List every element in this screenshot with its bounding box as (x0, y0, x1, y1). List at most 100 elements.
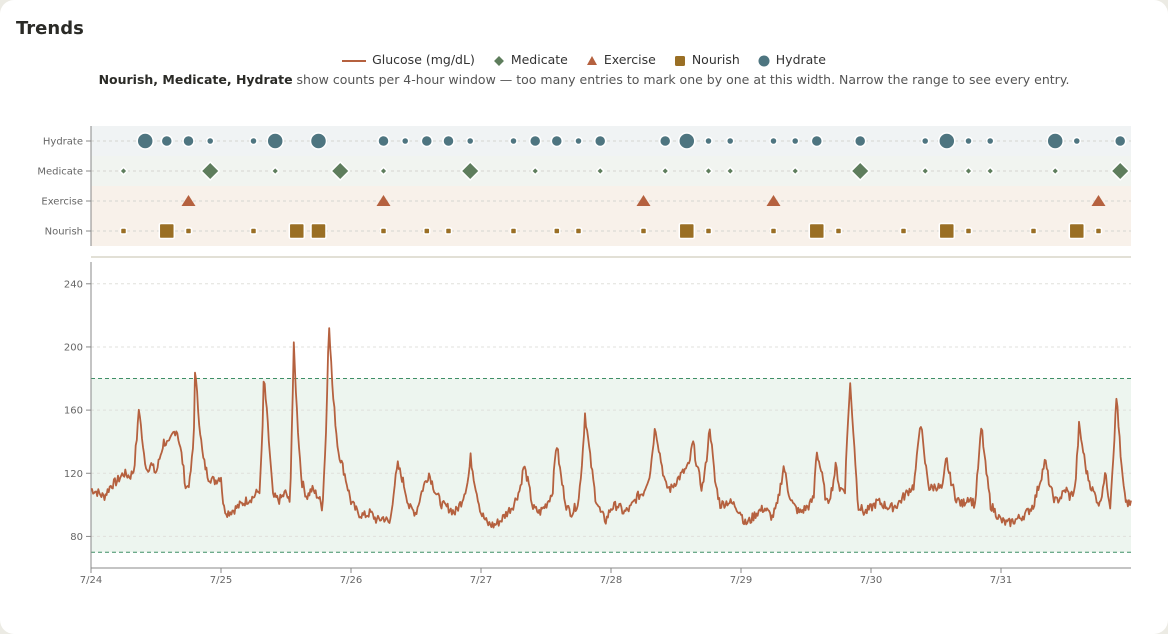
hydrate-marker (249, 136, 258, 146)
target-range-band (91, 378, 1131, 553)
nourish-marker (808, 222, 826, 240)
hydrate-marker (725, 136, 735, 146)
hydrate-marker (442, 134, 455, 148)
nourish-square-swatch (674, 55, 685, 66)
hydrate-marker (574, 136, 583, 146)
nourish-marker (938, 222, 956, 240)
x-tick-label: 7/25 (210, 575, 232, 586)
medicate-marker (703, 166, 714, 176)
x-tick-label: 7/29 (730, 575, 752, 586)
exercise-marker (766, 195, 781, 206)
hydrate-marker (853, 134, 867, 148)
hydrate-marker (678, 132, 696, 150)
medicate-marker (200, 160, 221, 182)
legend-item-hydrate[interactable]: Hydrate (758, 52, 826, 67)
hydrate-marker (1113, 134, 1127, 148)
hydrate-marker (658, 134, 672, 148)
nourish-marker (1068, 222, 1086, 240)
medicate-marker (920, 166, 930, 176)
medicate-diamond-swatch (493, 55, 504, 66)
hydrate-marker (182, 134, 195, 148)
hydrate-marker (309, 132, 328, 150)
hydrate-marker (810, 134, 824, 148)
medicate-marker (330, 160, 351, 182)
hydrate-marker (593, 134, 607, 148)
exercise-marker (636, 195, 651, 206)
exercise-nourish-lane-bg (91, 186, 1131, 246)
glucose-line-swatch (342, 59, 367, 62)
medicate-marker (790, 166, 800, 176)
exercise-marker (1091, 195, 1106, 206)
hydrate-marker (465, 136, 475, 146)
legend: Glucose (mg/dL) Medicate Exercise Nouris… (0, 51, 1168, 67)
hydrate-marker (377, 134, 390, 148)
exercise-marker (376, 195, 391, 206)
glucose-series-line (90, 327, 1132, 529)
nourish-marker (704, 227, 713, 235)
x-tick-label: 7/27 (470, 575, 492, 586)
nourish-marker (834, 227, 843, 235)
hydrate-marker (400, 136, 410, 146)
nourish-marker (553, 227, 561, 235)
hydrate-marker (985, 136, 995, 146)
legend-item-medicate[interactable]: Medicate (493, 52, 568, 67)
medicate-marker (1050, 166, 1060, 176)
legend-label-nourish: Nourish (691, 52, 740, 67)
medicate-marker (270, 166, 280, 176)
exercise-triangle-swatch (586, 55, 597, 65)
medicate-marker (378, 166, 389, 176)
nourish-marker (1029, 227, 1038, 235)
medicate-marker (850, 160, 871, 182)
nourish-marker (574, 227, 583, 235)
aggregation-note-bold: Nourish, Medicate, Hydrate (98, 72, 293, 87)
medicate-marker (595, 166, 605, 176)
nourish-marker (288, 222, 306, 240)
hydrate-marker (1072, 136, 1082, 146)
nourish-marker (1094, 227, 1103, 235)
nourish-marker (423, 227, 431, 235)
nourish-marker (639, 227, 648, 235)
hydrate-circle-swatch (758, 55, 770, 66)
medicate-marker (985, 166, 995, 176)
nourish-marker (899, 227, 908, 235)
legend-label-glucose: Glucose (mg/dL) (372, 52, 475, 67)
medicate-marker (1110, 160, 1131, 182)
hydrate-marker (160, 134, 174, 148)
nourish-marker (158, 222, 176, 240)
hydrate-marker (790, 136, 800, 146)
hydrate-marker (205, 136, 215, 146)
legend-label-exercise: Exercise (603, 52, 656, 67)
hydrate-marker (920, 136, 930, 146)
y-tick-label: 80 (70, 532, 83, 543)
hydrate-marker (509, 136, 518, 146)
aggregation-note: Nourish, Medicate, Hydrate show counts p… (0, 72, 1168, 87)
lane-label-nourish: Nourish (45, 227, 83, 238)
medicate-marker (460, 160, 481, 182)
x-tick-label: 7/26 (340, 575, 362, 586)
nourish-marker (249, 227, 258, 235)
hydrate-marker (266, 132, 284, 150)
nourish-marker (964, 227, 973, 235)
nourish-marker (119, 227, 128, 235)
medicate-marker (725, 166, 735, 176)
nourish-marker (509, 227, 518, 235)
y-tick-label: 240 (64, 279, 83, 290)
nourish-marker (184, 227, 193, 235)
legend-item-glucose[interactable]: Glucose (mg/dL) (342, 52, 475, 67)
legend-item-nourish[interactable]: Nourish (674, 52, 740, 67)
hydrate-marker (1046, 132, 1064, 150)
hydrate-marker (964, 136, 973, 146)
y-tick-label: 160 (64, 406, 83, 417)
exercise-marker (181, 195, 196, 206)
y-tick-label: 120 (64, 469, 83, 480)
nourish-marker (379, 227, 388, 235)
medicate-marker (118, 166, 129, 176)
x-tick-label: 7/28 (600, 575, 622, 586)
lane-label-medicate: Medicate (37, 167, 83, 178)
nourish-marker (310, 222, 327, 240)
medicate-marker (660, 166, 670, 176)
legend-item-exercise[interactable]: Exercise (586, 52, 656, 67)
hydrate-marker (938, 132, 956, 150)
